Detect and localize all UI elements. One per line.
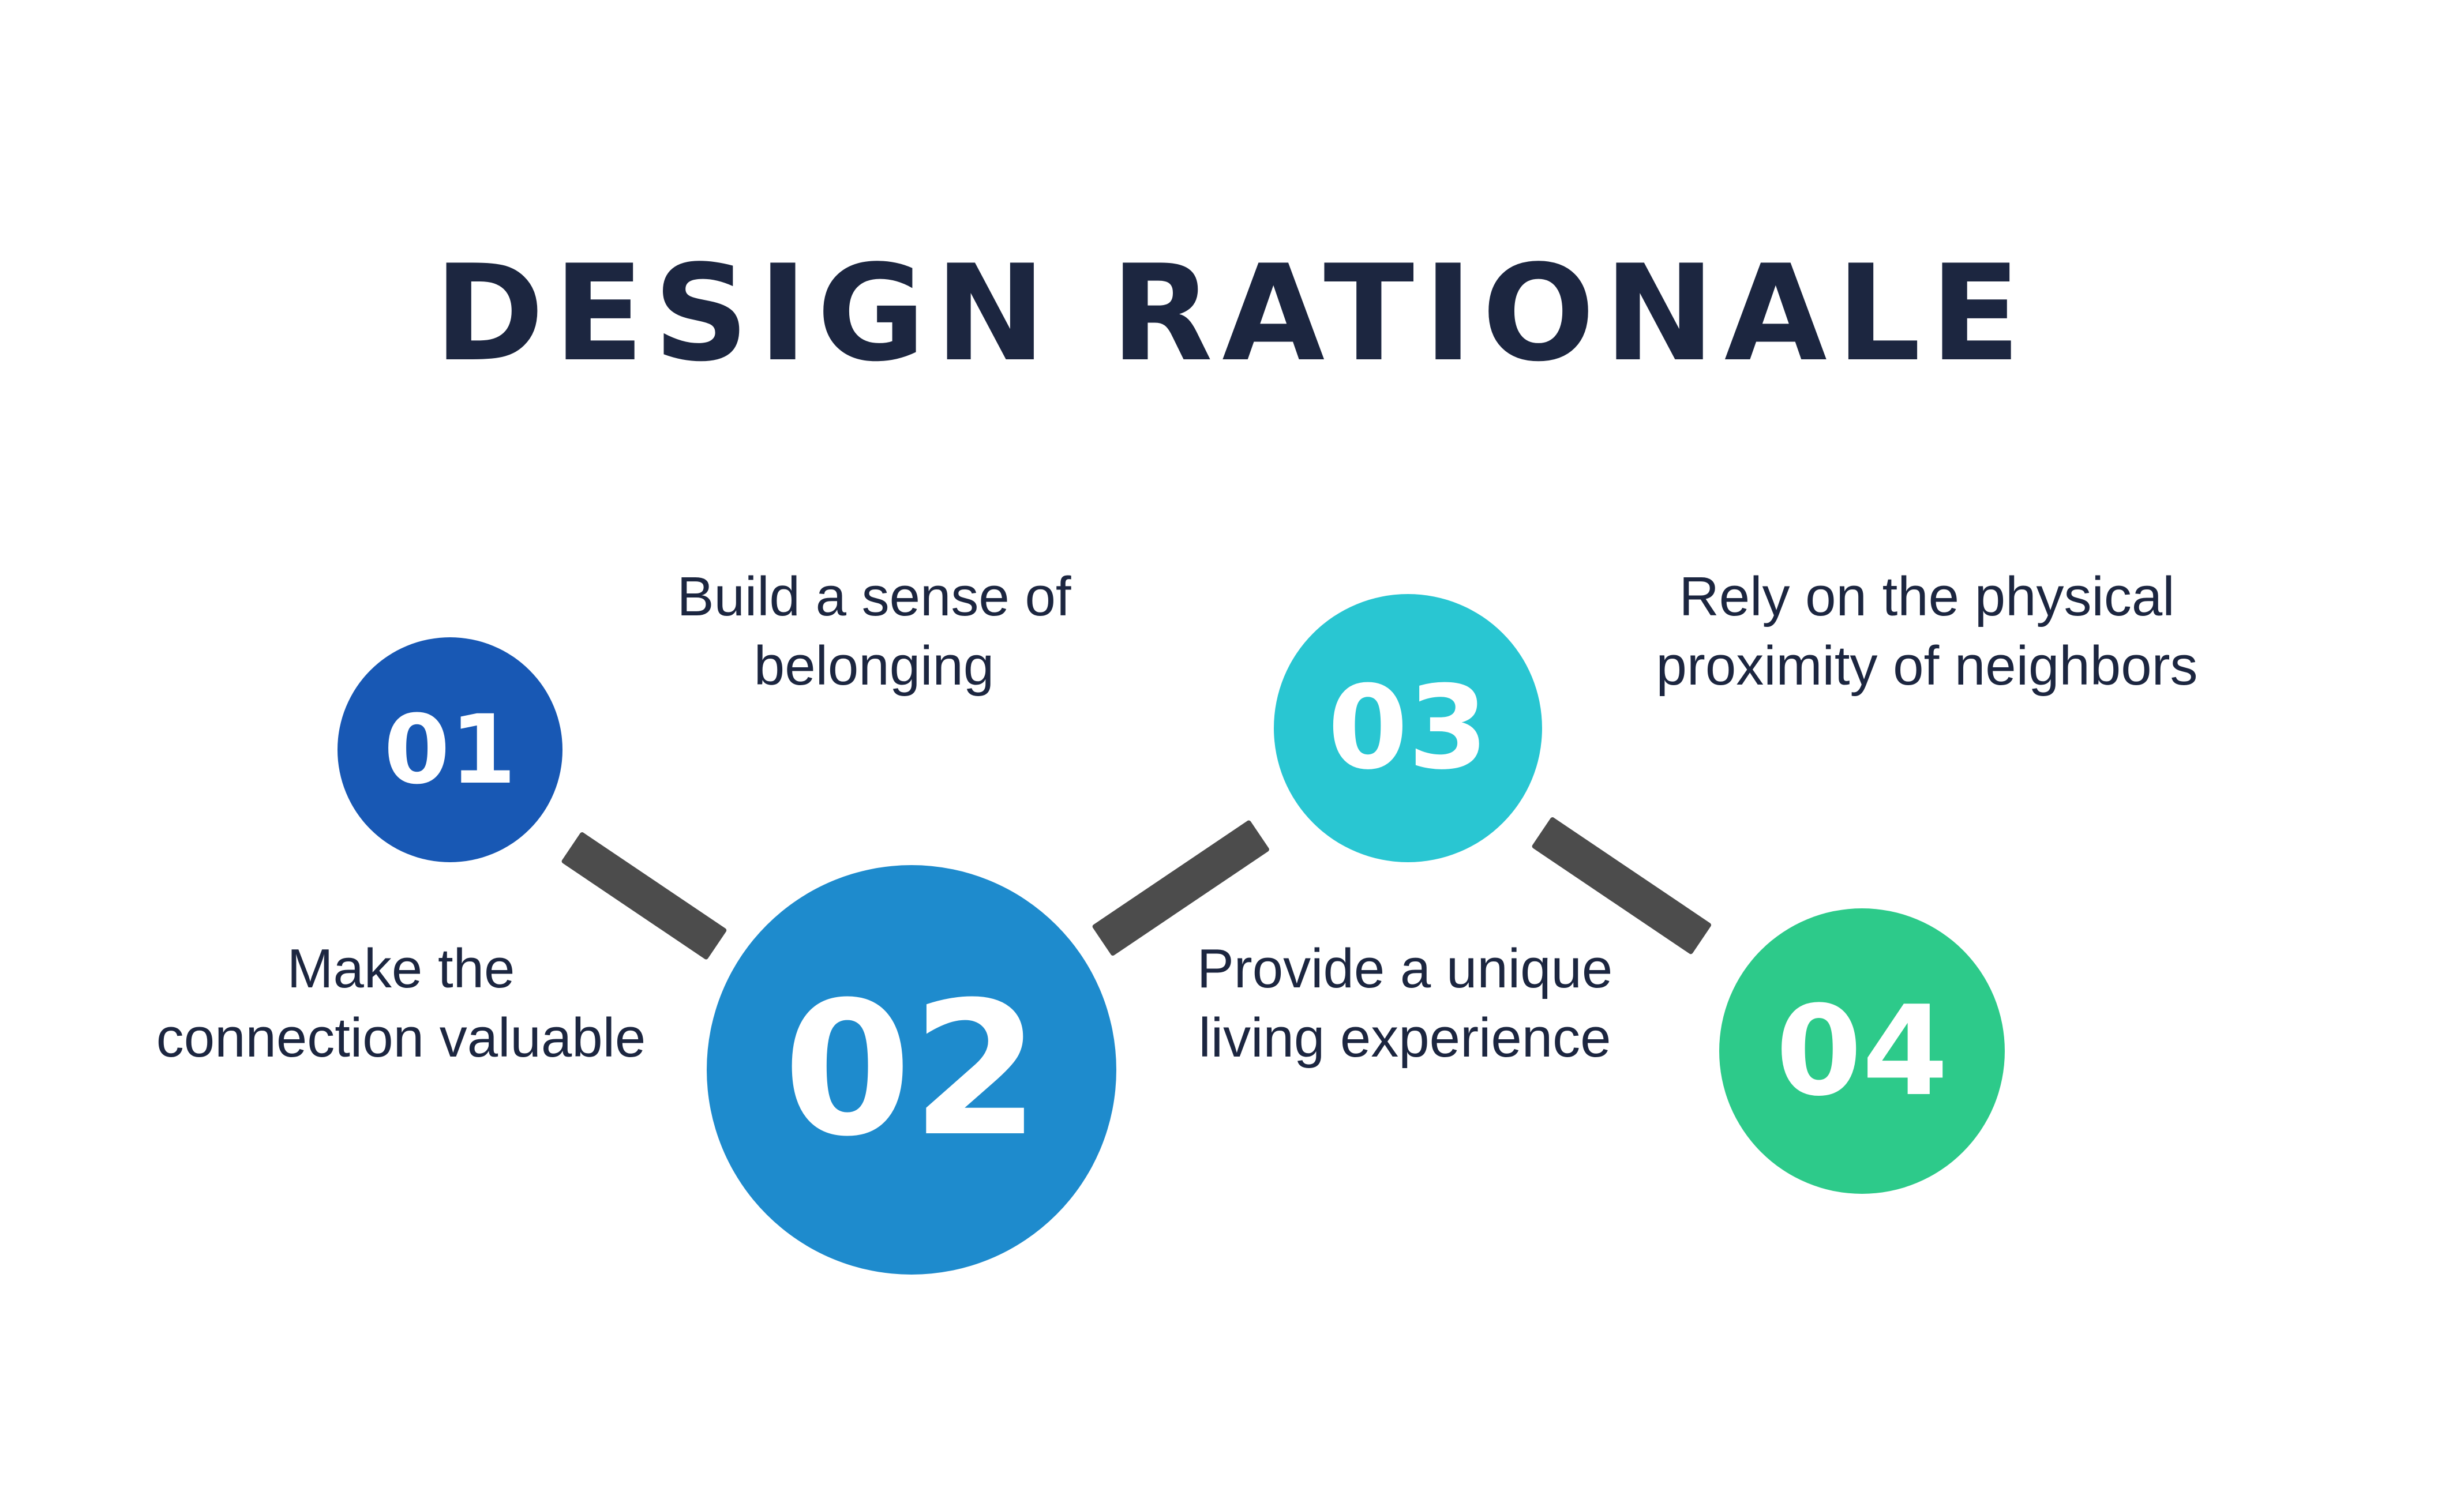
step-02-label-line-1: Build a sense of xyxy=(677,566,1071,627)
step-02-label-line-2: belonging xyxy=(753,635,995,697)
step-03-label-line-2: living experience xyxy=(1198,1007,1611,1069)
step-02-circle: 02 xyxy=(707,865,1116,1275)
step-01-label-line-1: Make the xyxy=(287,938,515,999)
step-03-label-line-1: Provide a unique xyxy=(1197,938,1613,999)
step-02-label: Build a sense of belonging xyxy=(586,562,1162,701)
step-04-label: Rely on the physical proximity of neighb… xyxy=(1581,562,2273,701)
step-03-label: Provide a unique living experience xyxy=(1116,934,1693,1073)
step-01-circle: 01 xyxy=(337,637,562,862)
step-02-number: 02 xyxy=(783,963,1040,1177)
step-04-label-line-1: Rely on the physical xyxy=(1679,566,2175,627)
page-title: DESIGN RATIONALE xyxy=(434,237,2030,391)
step-01-number: 01 xyxy=(384,694,516,805)
step-03-circle: 03 xyxy=(1274,594,1542,862)
step-03-number: 03 xyxy=(1327,661,1488,795)
step-01-label-line-2: connection valuable xyxy=(156,1007,646,1069)
step-01-label: Make the connection valuable xyxy=(112,934,689,1073)
step-04-circle: 04 xyxy=(1719,908,2005,1194)
step-04-number: 04 xyxy=(1775,979,1949,1123)
step-04-label-line-2: proximity of neighbors xyxy=(1656,635,2198,697)
